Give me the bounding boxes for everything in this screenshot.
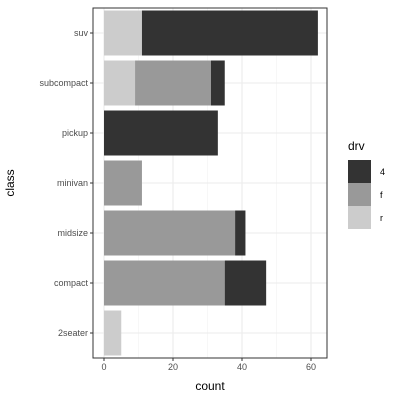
x-axis: 0 20 40 60 bbox=[101, 358, 316, 372]
y-axis: 2seater compact midsize minivan pickup subcom… bbox=[39, 28, 93, 338]
bar-suv-drv-r bbox=[104, 10, 142, 56]
bar-midsize-drv-4 bbox=[235, 210, 246, 256]
bar-midsize-drv-f bbox=[104, 210, 236, 256]
bar-2seater-drv-r bbox=[104, 310, 122, 356]
bar-suv-drv-4 bbox=[141, 10, 318, 56]
x-tick-label: 20 bbox=[168, 362, 178, 372]
y-tick-label: suv bbox=[74, 28, 89, 38]
bar-compact-drv-4 bbox=[224, 260, 267, 306]
legend-key-f bbox=[348, 183, 371, 206]
legend-label-4: 4 bbox=[380, 167, 385, 177]
y-tick-label: subcompact bbox=[39, 78, 88, 88]
legend-key-4 bbox=[348, 160, 371, 183]
legend-title: drv bbox=[348, 139, 365, 153]
y-tick-label: midsize bbox=[57, 228, 88, 238]
bar-subcompact-drv-f bbox=[135, 60, 211, 106]
x-tick-label: 40 bbox=[237, 362, 247, 372]
bar-subcompact-drv-r bbox=[104, 60, 136, 106]
legend-label-f: f bbox=[380, 190, 383, 200]
legend-key-r bbox=[348, 206, 371, 229]
x-axis-title: count bbox=[195, 379, 225, 393]
bars bbox=[104, 10, 318, 356]
y-tick-label: compact bbox=[54, 278, 89, 288]
bar-pickup-drv-4 bbox=[104, 110, 218, 156]
y-axis-title: class bbox=[3, 169, 17, 196]
y-tick-label: 2seater bbox=[58, 328, 88, 338]
legend-label-r: r bbox=[380, 213, 383, 223]
bar-compact-drv-f bbox=[104, 260, 225, 306]
x-tick-label: 60 bbox=[306, 362, 316, 372]
y-tick-label: pickup bbox=[62, 128, 88, 138]
y-tick-label: minivan bbox=[57, 178, 88, 188]
legend: drv 4 f r bbox=[348, 139, 385, 229]
bar-subcompact-drv-4 bbox=[210, 60, 225, 106]
bar-minivan-drv-f bbox=[104, 160, 142, 206]
x-tick-label: 0 bbox=[101, 362, 106, 372]
